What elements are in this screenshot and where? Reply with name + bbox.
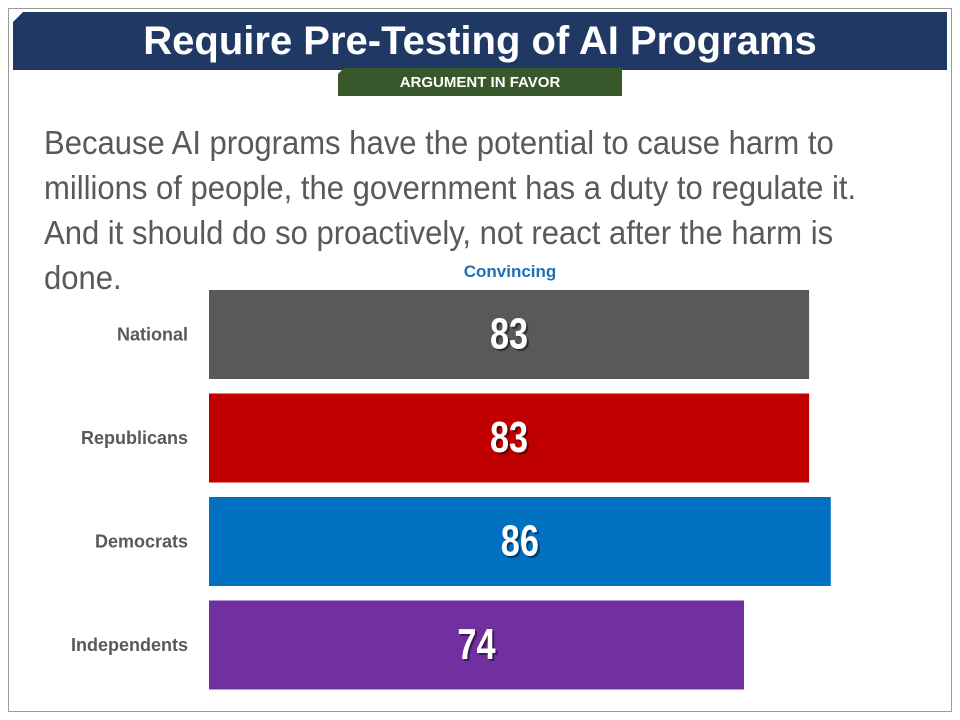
argument-tag: ARGUMENT IN FAVOR: [338, 68, 622, 96]
bar-national: [209, 290, 810, 379]
bar-independents: [209, 600, 745, 690]
data-label-shadow: 83: [492, 311, 530, 360]
bar-republicans: [209, 393, 810, 483]
data-label-shadow: 74: [459, 622, 497, 671]
data-label: 86: [501, 516, 539, 565]
slide-title: Require Pre-Testing of AI Programs: [143, 18, 817, 63]
title-banner: [13, 12, 947, 70]
category-label: Independents: [71, 635, 188, 655]
legend-convincing: Convincing: [464, 262, 557, 281]
data-label: 83: [490, 413, 528, 462]
slide-frame: [8, 8, 952, 712]
category-label: Republicans: [81, 428, 188, 448]
data-label: 74: [457, 620, 495, 669]
argument-statement: Because AI programs have the potential t…: [44, 124, 857, 296]
data-label-shadow: 83: [492, 415, 530, 464]
data-label-shadow: 86: [503, 518, 541, 567]
category-label: National: [117, 325, 188, 345]
category-label: Democrats: [95, 532, 188, 552]
data-label: 83: [490, 309, 528, 358]
bar-democrats: [209, 497, 831, 586]
